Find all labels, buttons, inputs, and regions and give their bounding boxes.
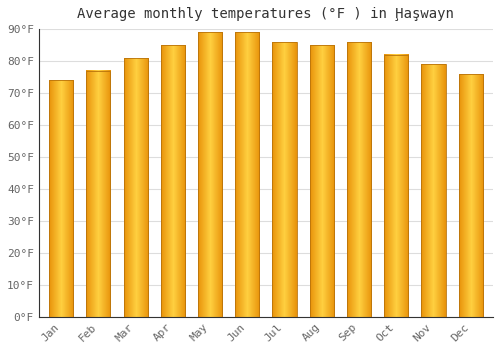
Bar (86, 71, 110, 317)
Bar (347, 42, 371, 317)
Bar (198, 32, 222, 317)
Bar (235, 32, 260, 317)
Bar (272, 42, 296, 317)
Bar (310, 45, 334, 317)
Bar (160, 45, 185, 317)
Title: Average monthly temperatures (°F ) in Ḩaşwayn: Average monthly temperatures (°F ) in Ḩa… (78, 7, 454, 21)
Bar (49, 80, 73, 317)
Bar (458, 74, 483, 317)
Bar (422, 64, 446, 317)
Bar (384, 55, 408, 317)
Bar (124, 58, 148, 317)
